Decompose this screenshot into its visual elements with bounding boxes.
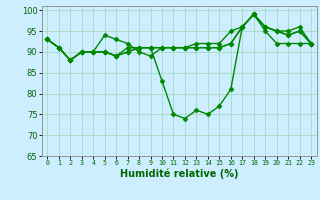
X-axis label: Humidité relative (%): Humidité relative (%) <box>120 169 238 179</box>
